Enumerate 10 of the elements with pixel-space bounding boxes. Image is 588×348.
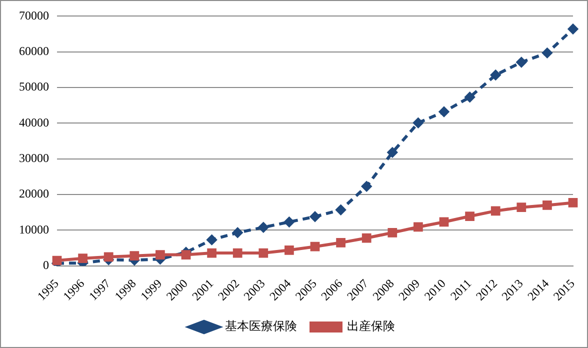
legend-label: 出産保険	[347, 319, 395, 334]
y-tick-label: 50000	[19, 80, 49, 94]
y-tick-label: 40000	[19, 115, 49, 130]
y-tick-label: 20000	[19, 186, 49, 201]
y-tick-label: 0	[43, 258, 49, 272]
y-tick-label: 60000	[19, 44, 49, 58]
legend-label: 基本医療保険	[225, 319, 297, 334]
y-tick-label: 70000	[19, 8, 49, 22]
y-tick-label: 10000	[19, 222, 49, 236]
y-tick-label: 30000	[19, 151, 49, 166]
